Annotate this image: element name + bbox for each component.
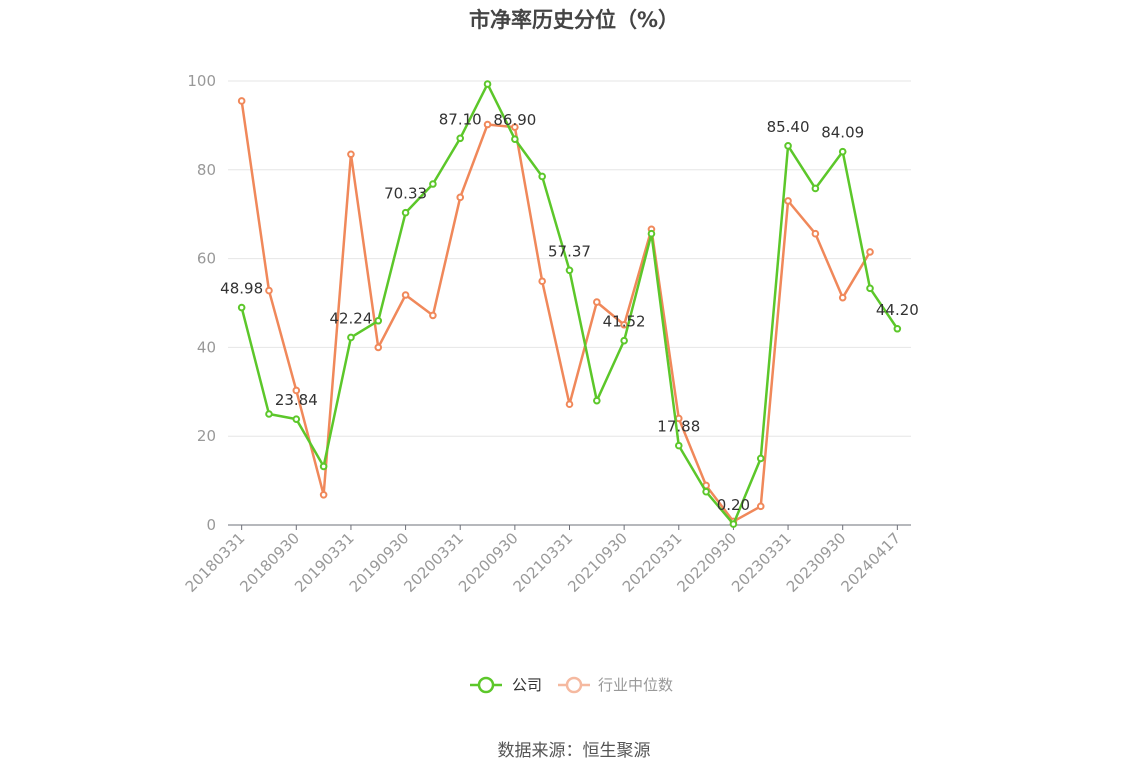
data-point [429, 311, 437, 320]
legend-label: 公司 [512, 676, 542, 694]
data-point [593, 396, 601, 405]
legend-marker [477, 676, 495, 694]
data-source: 数据来源：恒生聚源 [497, 741, 651, 761]
data-label: 0.20 [717, 496, 750, 514]
data-point [319, 462, 328, 471]
data-point [729, 520, 738, 528]
data-point [374, 316, 383, 325]
data-point [593, 298, 601, 306]
data-point [647, 229, 656, 238]
data-point [756, 502, 765, 511]
series-line-1 [240, 100, 872, 523]
data-label: 86.90 [493, 111, 536, 129]
data-point [538, 172, 546, 181]
data-point [401, 291, 410, 299]
data-label: 87.10 [439, 110, 482, 128]
data-point [784, 142, 792, 150]
data-point [811, 229, 820, 238]
data-point [456, 193, 465, 202]
data-point [429, 180, 437, 188]
data-label: 84.09 [821, 124, 864, 142]
data-label: 44.20 [876, 301, 919, 319]
legend-item-0[interactable]: 公司 [470, 676, 542, 694]
data-point [866, 248, 874, 256]
data-label: 17.88 [657, 418, 700, 436]
data-point [674, 441, 683, 450]
y-tick-label: 80 [197, 161, 216, 179]
data-labels: 48.98 23.84 42.24 70.33 87.10 86.90 57.37 41.52… [220, 110, 919, 514]
x-axis: 2018033120180930201903312019093020200331… [182, 524, 911, 596]
data-label: 23.84 [275, 391, 318, 409]
data-point [866, 284, 874, 293]
data-point [811, 184, 820, 193]
series-group [237, 80, 902, 528]
data-point [237, 303, 246, 312]
data-label: 48.98 [220, 280, 263, 298]
legend[interactable]: 公司 行业中位数 [470, 676, 673, 694]
legend-item-1[interactable]: 行业中位数 [558, 676, 673, 694]
data-point [511, 123, 519, 131]
legend-marker [565, 676, 583, 694]
data-point [347, 333, 355, 342]
data-point [265, 286, 273, 295]
legend-label: 行业中位数 [598, 676, 673, 694]
data-point [565, 400, 574, 409]
data-point [511, 135, 519, 143]
data-point [237, 97, 246, 105]
data-point [893, 324, 902, 333]
data-label: 57.37 [548, 242, 591, 260]
x-tick-label: 20240417 [837, 529, 904, 596]
y-axis: 0 20 40 60 80 100 [187, 72, 216, 534]
data-point [538, 277, 546, 286]
data-point [292, 386, 301, 395]
data-point [292, 415, 301, 423]
data-label: 70.33 [384, 185, 427, 203]
data-label: 41.52 [603, 313, 646, 331]
data-point [456, 134, 465, 143]
data-point [374, 343, 383, 352]
data-label: 85.40 [767, 118, 810, 136]
y-tick-label: 20 [197, 427, 216, 445]
data-point [483, 80, 492, 88]
data-point [265, 410, 273, 418]
data-point [401, 208, 410, 217]
chart-title: 市净率历史分位（%） [468, 8, 680, 32]
y-tick-label: 100 [187, 72, 216, 90]
data-point [565, 266, 574, 275]
data-point [702, 487, 710, 496]
y-tick-label: 60 [197, 250, 216, 268]
data-point [838, 147, 847, 156]
data-point [784, 197, 792, 205]
data-point [756, 454, 765, 463]
data-point [347, 150, 355, 159]
y-tick-label: 40 [197, 338, 216, 356]
data-point [838, 293, 847, 302]
data-point [620, 336, 628, 345]
data-point [319, 491, 328, 499]
y-tick-label: 0 [206, 516, 216, 534]
data-point [483, 120, 492, 129]
data-label: 42.24 [329, 309, 372, 327]
